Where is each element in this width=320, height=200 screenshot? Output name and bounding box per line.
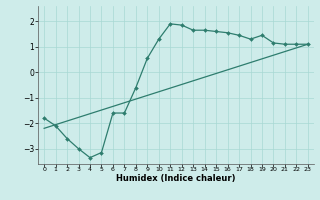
X-axis label: Humidex (Indice chaleur): Humidex (Indice chaleur): [116, 174, 236, 183]
